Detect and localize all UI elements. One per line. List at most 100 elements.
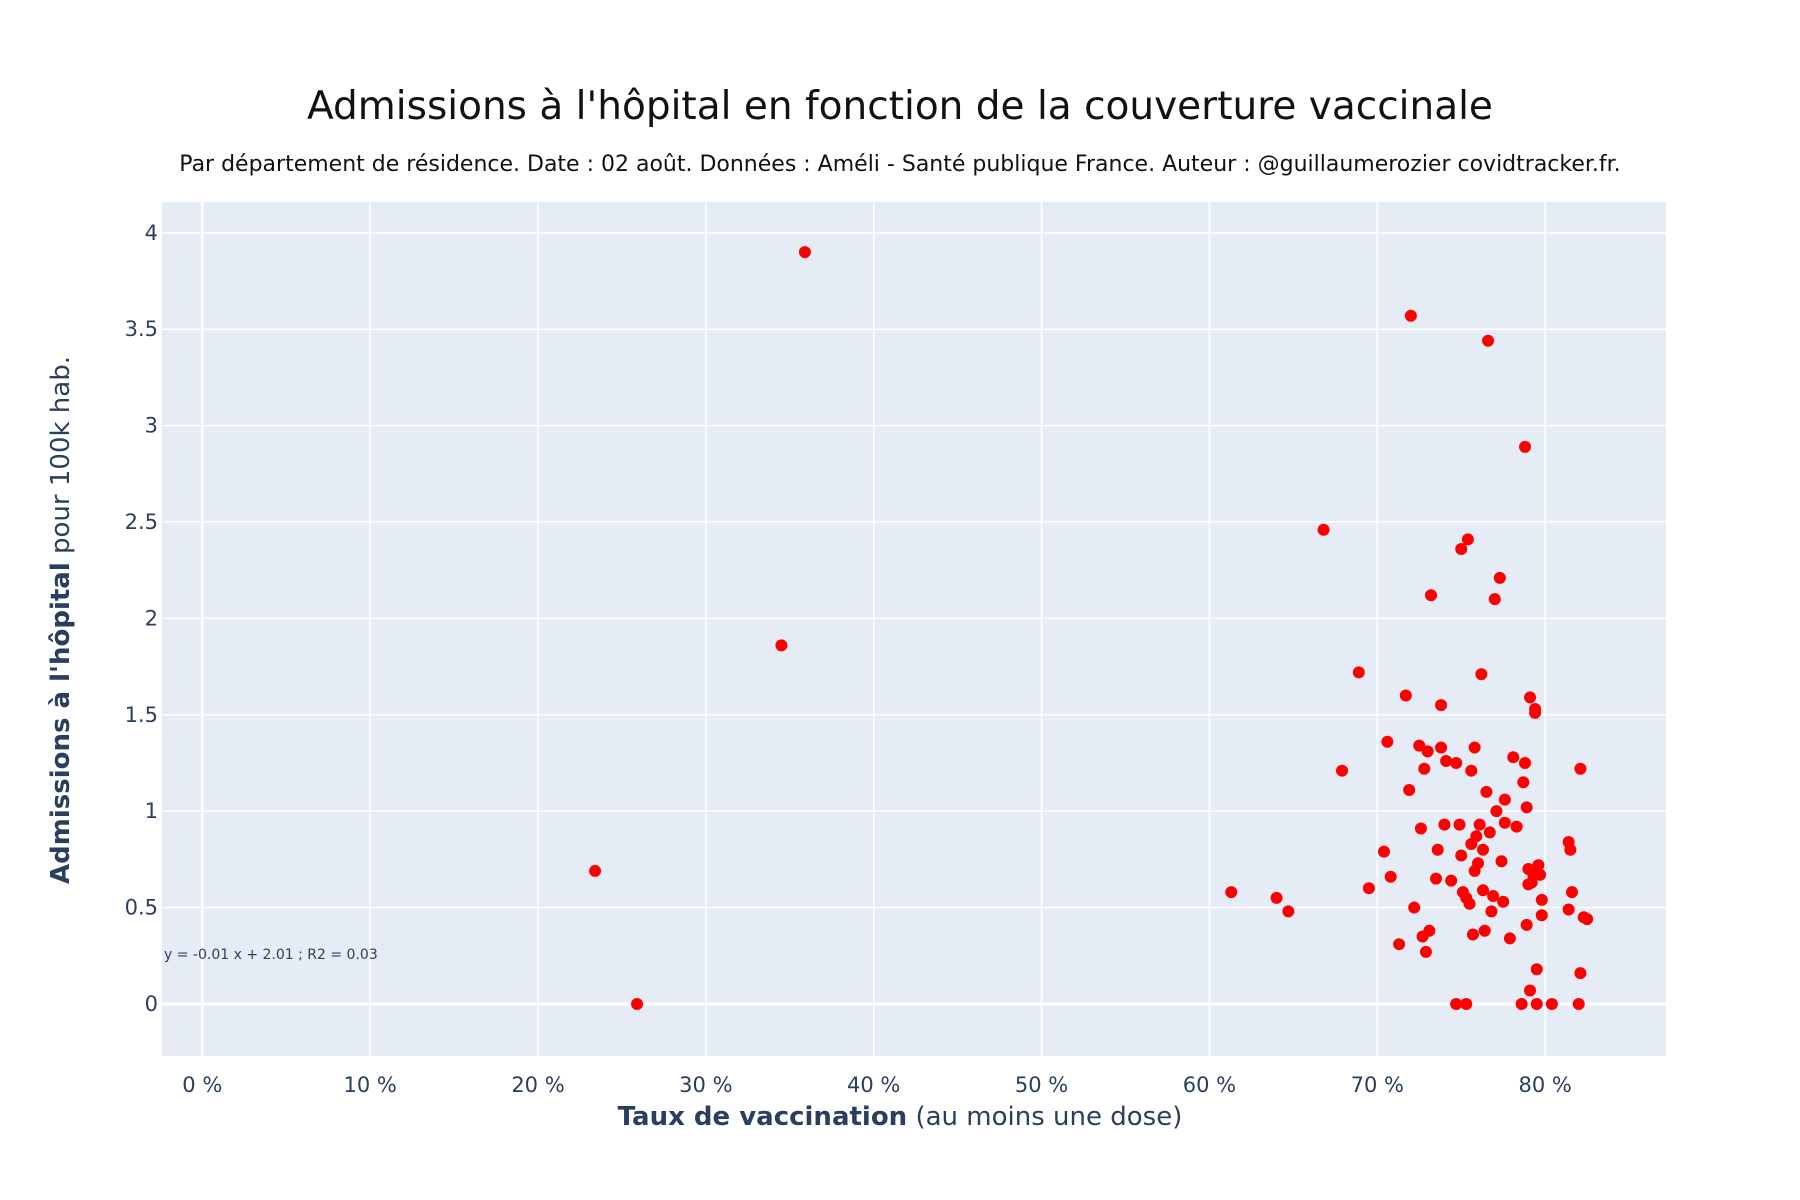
data-point [1421,745,1434,758]
data-point [1519,440,1531,453]
data-point [1535,909,1548,922]
data-point [1438,818,1451,831]
x-axis-label-bold: Taux de vaccination [617,1102,908,1132]
data-point [1336,764,1349,777]
data-point [1408,901,1421,914]
data-points [589,246,1594,1010]
data-point [1413,739,1426,752]
data-point [1435,741,1448,754]
data-point [1468,741,1481,754]
chart-title: Admissions à l'hôpital en fonction de la… [307,84,1493,129]
data-point [1574,762,1587,775]
x-tick-label: 80 % [1518,1073,1571,1097]
data-point [775,639,788,652]
data-point [1465,764,1478,777]
data-point [1477,884,1490,897]
data-point [1440,755,1453,768]
data-point [1399,689,1412,702]
data-point [589,864,602,877]
data-point [1488,593,1501,606]
data-point [1524,984,1537,997]
data-point [1470,830,1483,843]
data-point [1466,928,1479,941]
y-tick-label: 2 [145,606,158,630]
data-point [1403,783,1416,796]
y-tick-label: 1 [145,799,158,823]
data-point [1498,816,1511,829]
y-axis-ticks: 0 0.5 1 1.5 2 2.5 3 3.5 4 [125,221,158,1016]
data-point [1463,897,1476,910]
data-point [1378,845,1390,858]
data-point [1225,886,1238,899]
data-point [1495,855,1508,868]
data-point [1455,542,1468,555]
data-point [1485,905,1498,918]
data-point [1460,997,1473,1010]
y-tick-label: 2.5 [125,510,158,534]
data-point [1414,822,1427,835]
y-axis-label: Admissions à l'hôpital pour 100k hab. [46,340,82,900]
y-tick-label: 0.5 [125,896,158,920]
data-point [1520,801,1533,814]
data-point [1535,893,1548,906]
data-point [1524,691,1537,704]
data-point [1381,735,1394,748]
y-tick-label: 3 [145,414,158,438]
data-point [1517,776,1530,789]
data-point [1581,913,1594,926]
data-point [1425,589,1437,602]
x-axis-label: Taux de vaccination (au moins une dose) [0,1102,1800,1132]
data-point [1503,932,1516,945]
data-point [1317,523,1330,536]
data-point [1423,924,1436,937]
x-tick-label: 60 % [1183,1073,1236,1097]
data-point [1520,918,1533,931]
data-point [1450,756,1463,769]
data-point [1453,818,1466,831]
y-tick-label: 0 [145,992,158,1016]
data-point [1482,334,1495,347]
data-point [1497,895,1510,908]
data-point [1419,945,1432,958]
x-tick-label: 30 % [679,1073,732,1097]
data-point [1507,751,1520,764]
data-point [1534,868,1547,881]
data-point [1515,997,1528,1010]
data-point [1530,997,1543,1010]
data-point [1472,857,1484,870]
data-point [1431,843,1444,856]
data-point [1530,963,1543,976]
x-tick-label: 40 % [847,1073,900,1097]
data-point [1564,843,1577,856]
data-point [1572,997,1585,1010]
x-axis-ticks: 0 % 10 % 20 % 30 % 40 % 50 % 60 % 70 % 80 % [182,1073,1572,1097]
data-point [1529,703,1542,716]
data-point [1393,938,1406,951]
x-tick-label: 20 % [511,1073,564,1097]
data-point [1498,793,1511,806]
data-point [1445,874,1458,887]
data-point [1477,843,1490,856]
data-point [798,246,811,259]
data-point [1404,309,1417,322]
x-tick-label: 50 % [1015,1073,1068,1097]
data-point [1487,889,1500,902]
data-point [1384,870,1397,883]
data-point [1418,762,1431,775]
regression-annotation: y = -0.01 x + 2.01 ; R2 = 0.03 [164,947,378,963]
data-point [1483,826,1496,839]
y-axis-label-rest: pour 100k hab. [46,356,76,563]
data-point [1519,756,1531,769]
data-point [1435,699,1448,712]
data-point [1282,905,1295,918]
data-point [1545,997,1558,1010]
data-point [1450,997,1463,1010]
data-point [1475,668,1488,681]
data-point [1490,805,1503,818]
grid-lines [162,202,1666,1056]
data-point [1473,818,1486,831]
data-point [1562,903,1575,916]
data-point [1510,820,1523,833]
data-point [1493,571,1506,584]
